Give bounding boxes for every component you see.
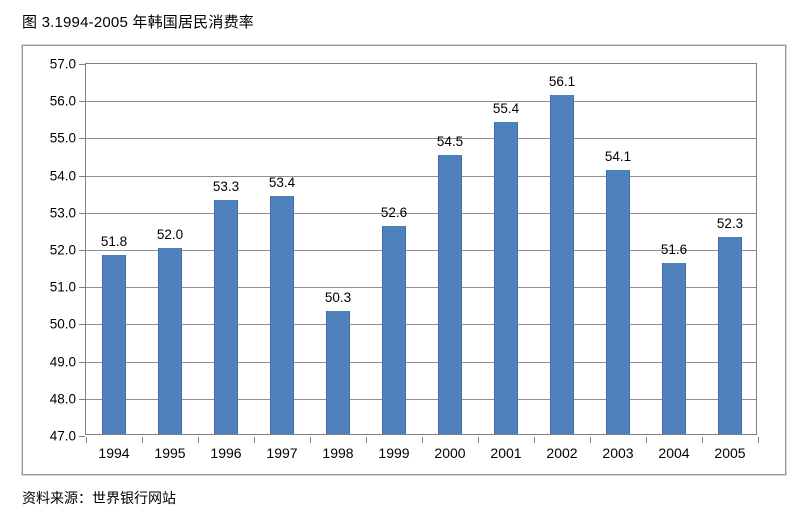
y-axis-label: 53.0 — [49, 205, 76, 221]
bar-2002 — [550, 95, 574, 434]
x-axis-label: 1998 — [322, 445, 354, 461]
y-axis-tick — [79, 212, 85, 214]
x-axis-label: 2002 — [546, 445, 578, 461]
y-axis-label: 56.0 — [49, 93, 76, 109]
y-axis-label: 55.0 — [49, 130, 76, 146]
y-axis-tick — [79, 436, 85, 437]
x-axis-label: 1994 — [98, 445, 130, 461]
source-note: 资料来源：世界银行网站 — [22, 490, 176, 506]
bar-1996 — [214, 199, 238, 434]
x-axis-tick — [198, 437, 199, 443]
chart-frame: 51.8 52.0 53.3 53.4 50.3 52.6 54.5 55.4 56.1 54.1… — [21, 44, 787, 476]
x-axis-tick — [86, 437, 87, 443]
y-axis-label: 47.0 — [49, 428, 76, 444]
y-axis-label: 57.0 — [49, 56, 76, 72]
gridline — [86, 361, 756, 363]
x-axis-label: 2004 — [658, 445, 690, 461]
gridline — [86, 250, 756, 251]
x-axis-tick — [366, 437, 367, 443]
bar-2000 — [438, 155, 462, 434]
x-axis-tick — [478, 437, 479, 443]
bar-2005 — [718, 236, 742, 434]
x-axis-tick — [590, 437, 591, 443]
gridline — [86, 398, 756, 400]
chart-title: 图 3.1994-2005 年韩国居民消费率 — [22, 14, 254, 31]
y-axis-tick — [79, 138, 85, 140]
x-axis-tick — [422, 437, 423, 443]
y-axis-tick — [79, 324, 85, 326]
plot-area: 51.8 52.0 53.3 53.4 50.3 52.6 54.5 55.4 56.1 54.1… — [85, 63, 757, 435]
bar-1995 — [158, 248, 182, 434]
gridline — [86, 175, 756, 177]
bar-1994 — [102, 255, 126, 434]
y-axis-label: 48.0 — [49, 391, 76, 407]
y-axis-tick — [79, 101, 85, 103]
y-axis-tick — [79, 250, 85, 251]
y-axis-tick — [79, 175, 85, 177]
bar-value-label: 51.8 — [100, 234, 128, 250]
x-axis-label: 1999 — [378, 445, 410, 461]
bar-value-label: 54.5 — [436, 134, 464, 149]
x-axis-tick — [534, 437, 535, 443]
x-axis-label: 2000 — [434, 445, 466, 461]
bar-value-label: 54.1 — [604, 148, 632, 164]
bar-1998 — [326, 311, 350, 434]
x-axis-tick — [254, 437, 255, 443]
bar-value-label: 52.3 — [716, 215, 744, 231]
x-axis-label: 2005 — [714, 445, 746, 461]
bar-1999 — [382, 225, 406, 434]
gridline — [86, 324, 756, 326]
bar-2001 — [494, 121, 518, 434]
x-axis-label: 2003 — [602, 445, 634, 461]
bar-value-label: 50.3 — [324, 290, 352, 306]
gridline — [86, 138, 756, 140]
bar-1997 — [270, 195, 294, 434]
bar-value-label: 52.0 — [156, 227, 184, 242]
y-axis-label: 49.0 — [49, 354, 76, 370]
bar-value-label: 53.3 — [212, 178, 240, 194]
x-axis-tick — [142, 437, 143, 443]
gridline — [86, 287, 756, 289]
x-axis-label: 1995 — [154, 445, 186, 461]
x-axis-tick — [646, 437, 647, 443]
x-axis-tick — [310, 437, 311, 443]
gridline — [86, 212, 756, 214]
x-axis-label: 1996 — [210, 445, 242, 461]
x-axis-tick — [702, 437, 703, 443]
y-axis-label: 54.0 — [49, 168, 76, 184]
x-axis-label: 2001 — [490, 445, 522, 461]
x-axis-tick — [758, 437, 759, 443]
x-axis-label: 1997 — [266, 445, 298, 461]
y-axis-label: 51.0 — [49, 279, 76, 295]
bar-value-label: 52.6 — [380, 204, 408, 220]
y-axis-tick — [79, 398, 85, 400]
y-axis-label: 50.0 — [49, 316, 76, 332]
bar-value-label: 53.4 — [268, 174, 296, 190]
bar-2004 — [662, 262, 686, 434]
y-axis-label: 52.0 — [49, 242, 76, 258]
bar-value-label: 51.6 — [660, 241, 688, 257]
gridline — [86, 101, 756, 103]
y-axis-tick — [79, 361, 85, 363]
bar-value-label: 56.1 — [548, 74, 576, 90]
bar-value-label: 55.4 — [492, 100, 520, 116]
y-axis-tick — [79, 287, 85, 289]
bar-2003 — [606, 169, 630, 434]
y-axis-tick — [79, 64, 85, 65]
